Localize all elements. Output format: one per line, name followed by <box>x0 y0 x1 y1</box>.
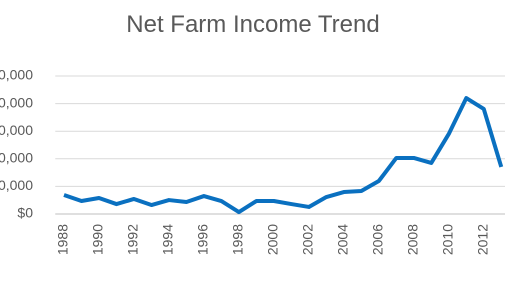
x-tick-label: 1996 <box>195 224 211 255</box>
x-tick-label: 1990 <box>90 224 106 255</box>
x-tick-label: 2002 <box>300 224 316 255</box>
x-tick-label: 2000 <box>265 224 281 255</box>
y-tick-label: $80,000 <box>0 94 33 110</box>
y-tick-label: $60,000 <box>0 122 33 138</box>
x-tick-label: 2010 <box>439 224 455 255</box>
x-tick-label: 1994 <box>160 224 176 255</box>
x-tick-label: 2008 <box>405 224 421 255</box>
x-tick-label: 1988 <box>55 224 71 255</box>
x-tick-label: 1992 <box>125 224 141 255</box>
y-tick-label: $0 <box>17 205 33 221</box>
x-tick-label: 1998 <box>230 224 246 255</box>
x-tick-label: 2012 <box>474 224 490 255</box>
y-tick-label: $40,000 <box>0 150 33 166</box>
x-tick-label: 2006 <box>370 224 386 255</box>
y-tick-label: $20,000 <box>0 177 33 193</box>
chart-title: Net Farm Income Trend <box>126 11 379 38</box>
y-tick-label: $100,000 <box>0 67 33 83</box>
line-series <box>63 96 504 215</box>
x-tick-label: 2004 <box>335 224 351 255</box>
